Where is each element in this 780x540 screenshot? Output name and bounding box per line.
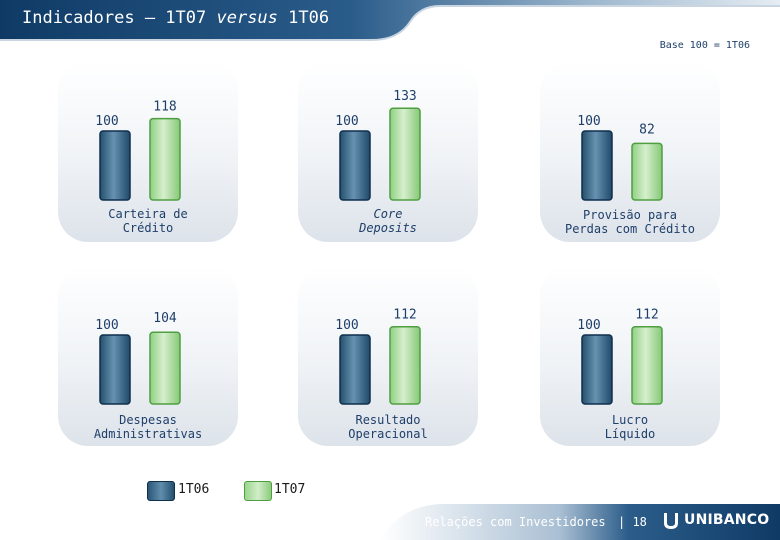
panel-background: [58, 62, 238, 242]
bar-1t06: [581, 130, 613, 201]
category-label: Carteira de Crédito: [108, 207, 188, 235]
data-label-1t06: 100: [335, 318, 358, 333]
chart-resultado-operacional: 100 112: [335, 308, 421, 405]
data-label-1t06: 100: [95, 114, 118, 129]
bar-1t06: [99, 130, 131, 201]
bar-1t07: [389, 107, 421, 201]
bar-1t07: [149, 331, 181, 405]
base-note: Base 100 = 1T06: [659, 40, 750, 51]
category-label: Core Deposits: [359, 207, 417, 235]
legend-swatch-1t06: [147, 481, 175, 501]
page-title: Indicadores – 1T07 versus 1T06: [22, 8, 330, 28]
panel-background: [540, 266, 720, 446]
panel-background: [58, 266, 238, 446]
logo-text: UNIBANCO: [684, 512, 770, 528]
data-label-1t07: 112: [635, 308, 658, 323]
category-label: Lucro Líquido: [604, 413, 656, 441]
data-label-1t06: 100: [335, 114, 358, 129]
data-label-1t06: 100: [95, 318, 118, 333]
chart-lucro-liquido: 100 112: [577, 308, 663, 405]
bar-1t07: [149, 117, 181, 201]
bar-1t07: [389, 325, 421, 405]
bar-1t06: [339, 334, 371, 405]
header-band: [0, 0, 780, 41]
footer-text: Relações com Investidores: [425, 515, 606, 529]
data-label-1t07: 104: [153, 311, 177, 326]
page-number: | 18: [618, 515, 647, 529]
bar-1t06: [581, 334, 613, 405]
category-label: Despesas Administrativas: [93, 413, 203, 441]
chart-carteira-de-credito: 100 118: [95, 100, 181, 201]
chart-provisao-para-perdas: 100 82: [577, 114, 663, 201]
data-label-1t07: 82: [639, 122, 655, 137]
bar-1t07: [631, 142, 663, 201]
bar-1t06: [339, 130, 371, 201]
category-label: Resultado Operacional: [348, 413, 428, 441]
panel-background: [540, 62, 720, 242]
data-label-1t06: 100: [577, 114, 600, 129]
panel-background: [298, 266, 478, 446]
legend-label-1t07: 1T07: [274, 482, 306, 497]
unibanco-logo-icon: [664, 513, 678, 529]
data-label-1t06: 100: [577, 318, 600, 333]
chart-core-deposits: 100 133: [335, 89, 421, 201]
legend-swatch-1t07: [244, 481, 272, 501]
data-label-1t07: 133: [393, 89, 416, 104]
chart-despesas-administrativas: 100 104: [95, 311, 181, 405]
panel-background: [298, 62, 478, 242]
data-label-1t07: 112: [393, 308, 416, 323]
bar-1t07: [631, 325, 663, 405]
category-label: Provisão para Perdas com Crédito: [564, 208, 696, 236]
footer-band: [380, 504, 780, 540]
data-label-1t07: 118: [153, 100, 176, 115]
legend-label-1t06: 1T06: [178, 482, 210, 497]
bar-1t06: [99, 334, 131, 405]
